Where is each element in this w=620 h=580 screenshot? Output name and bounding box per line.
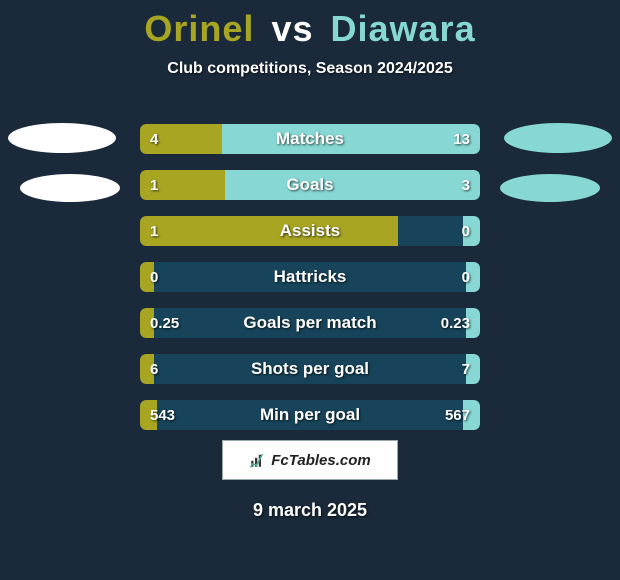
stat-row: 67Shots per goal [140,354,480,384]
stat-row: 10Assists [140,216,480,246]
date-text: 9 march 2025 [0,500,620,521]
player2-photo-placeholder-top [504,123,612,153]
fctables-logo: FcTables.com [222,440,398,480]
stat-row: 13Goals [140,170,480,200]
stat-row: 0.250.23Goals per match [140,308,480,338]
stat-label: Matches [140,124,480,154]
player1-photo-placeholder-top [8,123,116,153]
logo-text: FcTables.com [271,452,370,469]
subtitle: Club competitions, Season 2024/2025 [0,60,620,78]
stat-row: 543567Min per goal [140,400,480,430]
vs-text: vs [271,8,313,49]
chart-icon [249,451,267,469]
stat-row: 00Hattricks [140,262,480,292]
stat-row: 413Matches [140,124,480,154]
stats-bars-container: 413Matches 13Goals 10Assists 00Hattricks 0.2… [140,124,480,446]
player2-name: Diawara [331,8,476,49]
player1-name: Orinel [144,8,254,49]
player1-photo-placeholder-bottom [20,174,120,202]
stat-label: Min per goal [140,400,480,430]
comparison-title: Orinel vs Diawara [0,0,620,50]
stat-label: Goals [140,170,480,200]
stat-label: Goals per match [140,308,480,338]
stat-label: Assists [140,216,480,246]
stat-label: Shots per goal [140,354,480,384]
player2-photo-placeholder-bottom [500,174,600,202]
stat-label: Hattricks [140,262,480,292]
